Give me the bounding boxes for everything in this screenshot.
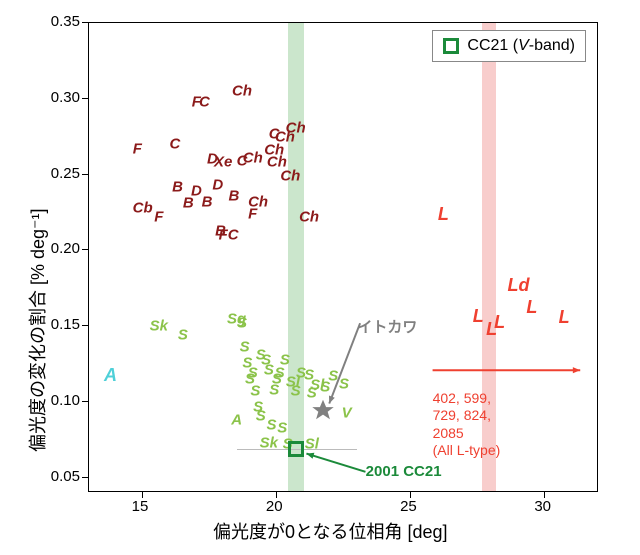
data-point: S bbox=[328, 369, 338, 384]
data-point: L bbox=[494, 313, 505, 331]
data-point: C bbox=[169, 137, 180, 152]
data-point: L bbox=[526, 298, 537, 316]
ytick-mark bbox=[82, 477, 88, 478]
data-point: S bbox=[267, 417, 277, 432]
ytick-label: 0.15 bbox=[51, 316, 80, 333]
data-point: F bbox=[133, 141, 142, 156]
data-point: Ch bbox=[299, 210, 319, 225]
ytick-label: 0.10 bbox=[51, 392, 80, 409]
data-point: Ld bbox=[507, 276, 529, 294]
ytick-label: 0.35 bbox=[51, 13, 80, 30]
xtick-label: 30 bbox=[534, 498, 551, 515]
data-point: Ch bbox=[248, 194, 268, 209]
data-point: L bbox=[559, 308, 570, 326]
data-point: D bbox=[191, 184, 202, 199]
data-point: L bbox=[473, 307, 484, 325]
ytick-mark bbox=[82, 249, 88, 250]
data-point: S bbox=[256, 408, 266, 423]
data-point: Ch bbox=[286, 120, 306, 135]
xtick-label: 15 bbox=[132, 498, 149, 515]
data-point: Ch bbox=[243, 150, 263, 165]
data-point: Xe bbox=[214, 155, 232, 170]
data-point: S bbox=[280, 352, 290, 367]
itokawa-label: イトカワ bbox=[357, 316, 417, 337]
data-point: S bbox=[339, 376, 349, 391]
data-point: A bbox=[104, 366, 117, 384]
ytick-label: 0.30 bbox=[51, 89, 80, 106]
ytick-label: 0.20 bbox=[51, 240, 80, 257]
data-point: S bbox=[277, 420, 287, 435]
chart-area: FCbFCBBFDCBDDBXeFCBChCFChChCChChChChChCh… bbox=[88, 22, 598, 492]
data-point: S bbox=[240, 340, 250, 355]
cc21-marker-icon bbox=[288, 441, 304, 457]
data-point: S bbox=[291, 384, 301, 399]
data-point: V bbox=[342, 405, 352, 420]
data-point: Sk bbox=[150, 319, 168, 334]
vertical-band bbox=[288, 23, 304, 491]
data-point: S bbox=[250, 384, 260, 399]
ytick-mark bbox=[82, 22, 88, 23]
ytick-label: 0.05 bbox=[51, 468, 80, 485]
y-axis-label: 偏光度の変化の割合 [% deg⁻¹] bbox=[24, 208, 50, 452]
data-point: B bbox=[172, 179, 183, 194]
x-axis-label: 偏光度が0となる位相角 [deg] bbox=[213, 518, 448, 544]
xtick-label: 20 bbox=[266, 498, 283, 515]
data-point: FC bbox=[219, 228, 239, 243]
data-point: Ch bbox=[232, 84, 252, 99]
data-point: L bbox=[438, 205, 449, 223]
cc21-label: 2001 CC21 bbox=[366, 463, 442, 480]
legend-marker-icon bbox=[443, 38, 459, 54]
itokawa-star-icon bbox=[311, 398, 334, 426]
legend-label: CC21 (V-band) bbox=[467, 37, 575, 55]
data-point: S bbox=[237, 316, 247, 331]
xtick-label: 25 bbox=[400, 498, 417, 515]
data-point: S bbox=[248, 366, 258, 381]
data-point: A bbox=[231, 413, 242, 428]
offscreen-L-note: 402, 599,729, 824,2085(All L-type) bbox=[433, 390, 501, 460]
data-point: C bbox=[199, 94, 210, 109]
ytick-mark bbox=[82, 174, 88, 175]
ytick-label: 0.25 bbox=[51, 165, 80, 182]
data-point: Sk bbox=[260, 435, 278, 450]
data-point: S bbox=[178, 328, 188, 343]
data-point: Ch bbox=[280, 169, 300, 184]
data-point: Cb bbox=[133, 200, 153, 215]
data-point: Sl bbox=[305, 437, 319, 452]
data-point: B bbox=[202, 194, 213, 209]
ytick-mark bbox=[82, 98, 88, 99]
ytick-mark bbox=[82, 325, 88, 326]
data-point: F bbox=[154, 210, 163, 225]
ytick-mark bbox=[82, 401, 88, 402]
legend: CC21 (V-band) bbox=[432, 30, 586, 62]
data-point: B bbox=[229, 188, 240, 203]
data-point: D bbox=[212, 178, 223, 193]
